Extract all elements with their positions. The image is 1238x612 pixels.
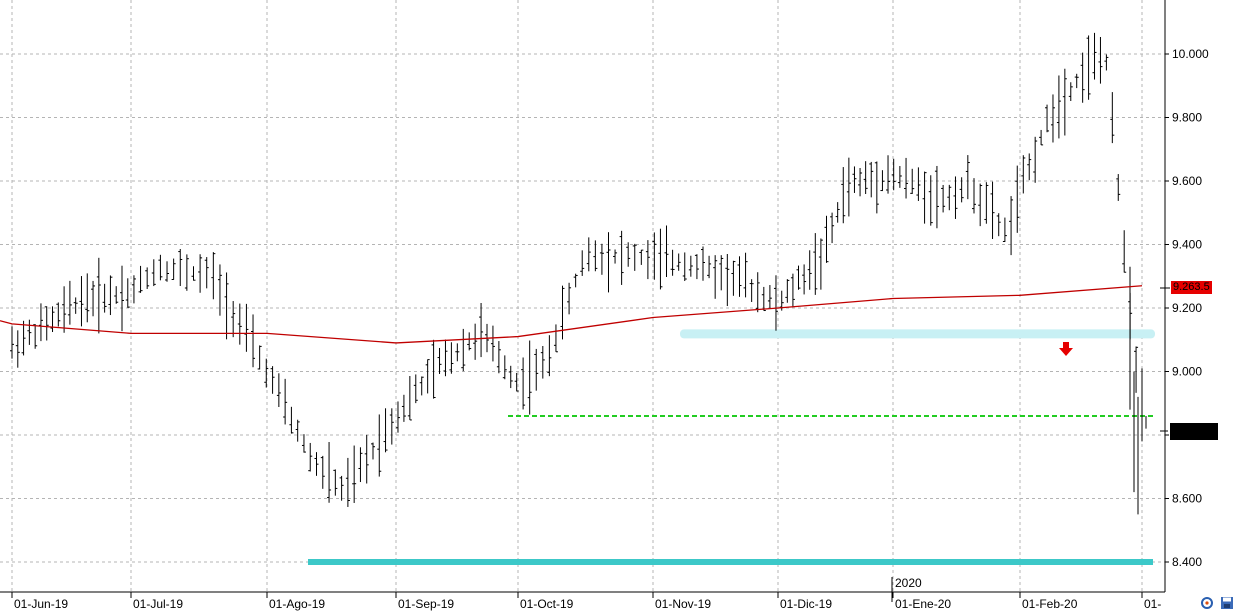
x-tick-label: 01-Sep-19 [398, 597, 454, 611]
y-tick-label: 9.200 [1172, 301, 1202, 315]
x-tick-label: 01- [1144, 597, 1161, 611]
y-tick-label: 9.600 [1172, 174, 1202, 188]
y-tick-label: 9.800 [1172, 111, 1202, 125]
x-tick-label: 01-Feb-20 [1022, 597, 1078, 611]
moving-average-line [0, 285, 1143, 344]
x-tick-label: 01-Nov-19 [655, 597, 711, 611]
x-tick-label: 01-Jun-19 [14, 597, 68, 611]
y-tick-label: 10.000 [1172, 47, 1209, 61]
settings-icon[interactable] [1200, 596, 1214, 610]
y-tick-label: 8.600 [1172, 492, 1202, 506]
y-tick-label: 9.400 [1172, 238, 1202, 252]
x-tick-label: 01-Dic-19 [780, 597, 832, 611]
x-tick-label: 01-Jul-19 [133, 597, 183, 611]
down-arrow-icon [1059, 342, 1073, 356]
x-tick-label: 01-Oct-19 [520, 597, 574, 611]
resistance-band [680, 329, 1155, 339]
last-price-label: 9.263.5 [1171, 280, 1212, 294]
y-tick-label: 9.000 [1172, 365, 1202, 379]
save-icon[interactable] [1220, 596, 1234, 610]
x-tick-label: 01-Ene-20 [895, 597, 951, 611]
x-tick-label: 01-Ago-19 [269, 597, 325, 611]
year-label: 2020 [895, 576, 922, 590]
y-tick-label: 8.400 [1172, 555, 1202, 569]
current-price-marker [1170, 423, 1218, 440]
